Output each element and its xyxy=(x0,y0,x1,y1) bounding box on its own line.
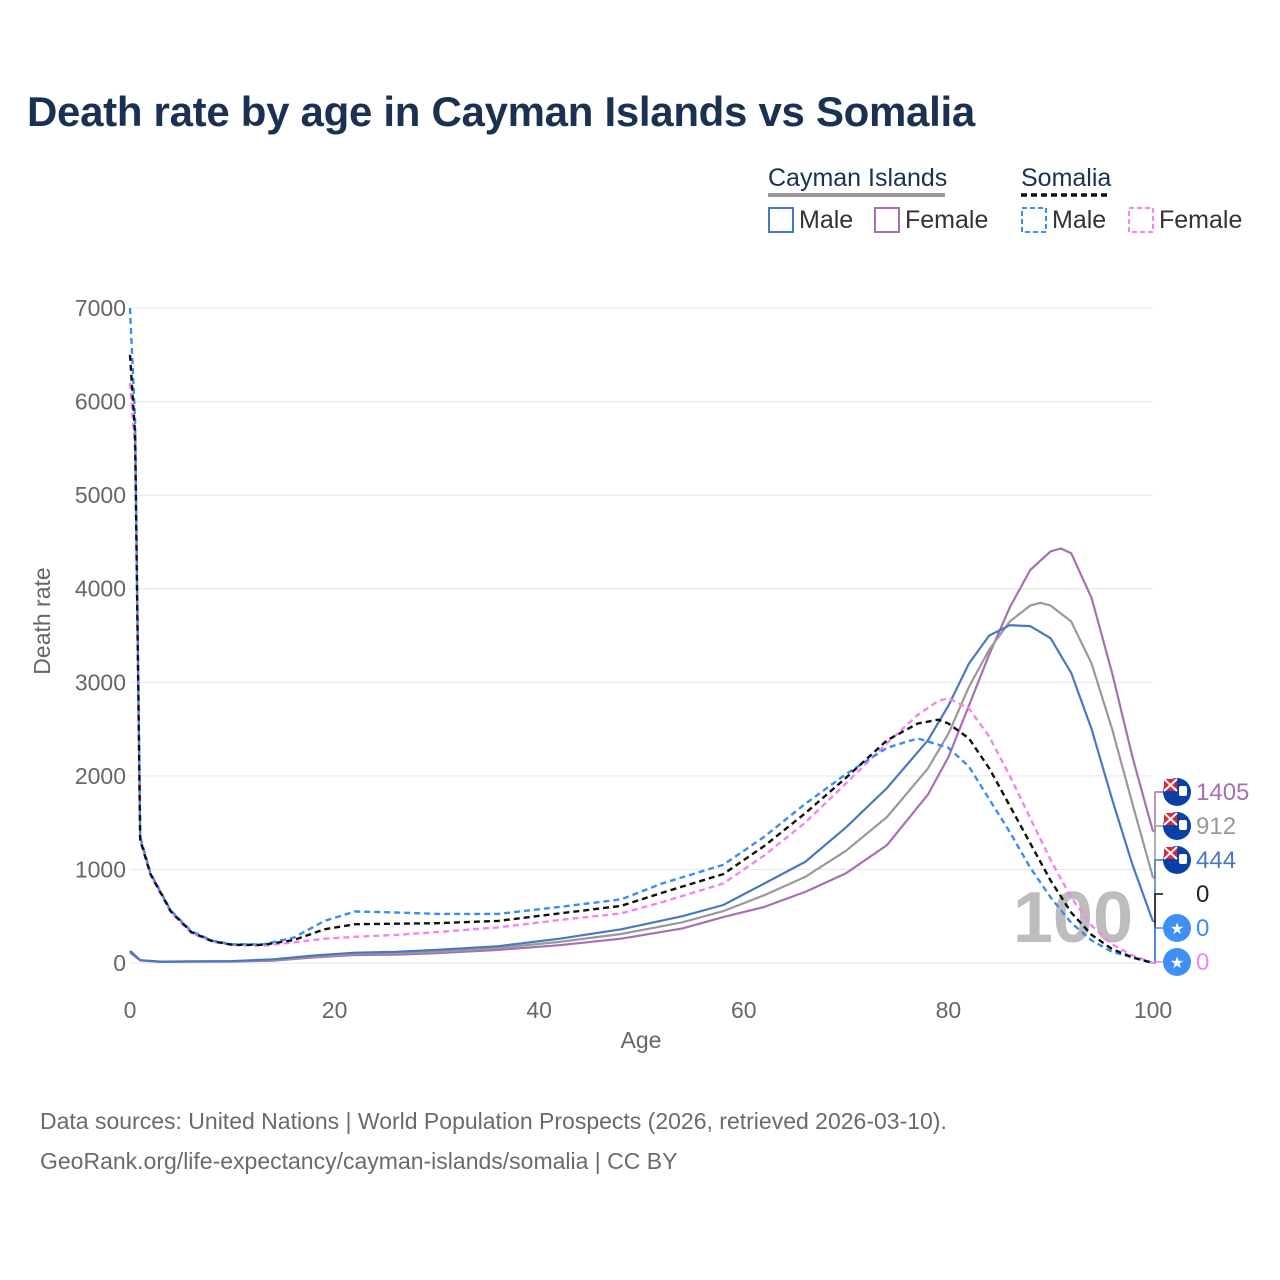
legend-group-cayman-title: Cayman Islands xyxy=(768,164,947,192)
x-tick-label: 0 xyxy=(124,997,137,1023)
y-axis-title: Death rate xyxy=(29,567,55,674)
legend-cayman-male-label[interactable]: Male xyxy=(799,206,853,234)
y-tick-label: 5000 xyxy=(75,482,126,508)
grid xyxy=(130,307,1153,964)
end-label-connector xyxy=(1153,791,1163,833)
legend-cayman-male-swatch[interactable] xyxy=(768,207,794,233)
x-tick-label: 100 xyxy=(1134,997,1172,1023)
end-label-somalia-male: 0 xyxy=(1196,915,1209,942)
y-tick-label: 4000 xyxy=(75,576,126,602)
y-tick-label: 1000 xyxy=(75,856,126,882)
end-labels: 1405 912 444 0 ★ 0 ★ 0 xyxy=(1153,778,1249,976)
cayman-flag-icon xyxy=(1163,846,1191,874)
legend-cayman-female-swatch[interactable] xyxy=(874,207,900,233)
legend-somalia-male-label[interactable]: Male xyxy=(1052,206,1106,234)
end-label-connector xyxy=(1153,927,1163,964)
end-label-somalia-female: 0 xyxy=(1196,949,1209,976)
x-axis-title: Age xyxy=(621,1027,662,1053)
svg-text:★: ★ xyxy=(1170,921,1184,938)
x-tick-label: 40 xyxy=(526,997,552,1023)
legend-somalia-female-label[interactable]: Female xyxy=(1159,206,1242,234)
x-tick-label: 80 xyxy=(936,997,962,1023)
series-line-cayman-islands-female[interactable] xyxy=(129,547,1155,963)
y-tick-label: 0 xyxy=(113,950,126,976)
somalia-flag-icon: ★ xyxy=(1163,948,1191,976)
legend-somalia-male-swatch[interactable] xyxy=(1021,207,1047,233)
series-line-somalia-female[interactable] xyxy=(128,382,1154,965)
y-tick-label: 3000 xyxy=(75,669,126,695)
footer-sources: Data sources: United Nations | World Pop… xyxy=(40,1108,947,1134)
y-tick-label: 7000 xyxy=(75,295,126,321)
series-line-cayman-islands-male[interactable] xyxy=(129,624,1155,963)
cayman-flag-icon xyxy=(1163,812,1191,840)
series-line-somalia-total[interactable] xyxy=(128,354,1154,965)
legend-somalia-female-swatch[interactable] xyxy=(1128,207,1154,233)
y-tick-label: 2000 xyxy=(75,763,126,789)
footer-link[interactable]: GeoRank.org/life-expectancy/cayman-islan… xyxy=(40,1148,678,1174)
y-axis: 0 1000 2000 3000 4000 5000 6000 7000 xyxy=(75,295,126,976)
y-tick-label: 6000 xyxy=(75,389,126,415)
x-tick-label: 20 xyxy=(322,997,348,1023)
chart-title: Death rate by age in Cayman Islands vs S… xyxy=(27,88,975,135)
somalia-flag-icon: ★ xyxy=(1163,914,1191,942)
end-label-connector xyxy=(1153,859,1163,923)
end-label-connector xyxy=(1153,961,1163,964)
series-line-somalia-male[interactable] xyxy=(128,307,1154,965)
legend-group-somalia-title: Somalia xyxy=(1021,164,1111,192)
plot-lines xyxy=(128,307,1155,965)
x-axis: 0 20 40 60 80 100 xyxy=(124,997,1173,1023)
legend-cayman-female-label[interactable]: Female xyxy=(905,206,988,234)
end-label-connector xyxy=(1153,825,1163,879)
end-label-cayman-islands-female: 1405 xyxy=(1196,779,1249,806)
end-label-cayman-islands-male: 444 xyxy=(1196,847,1236,874)
cayman-flag-icon xyxy=(1163,778,1191,806)
svg-text:★: ★ xyxy=(1170,955,1184,972)
end-label-somalia-total: 0 xyxy=(1196,881,1209,908)
legend: Cayman Islands Somalia Male Female Male … xyxy=(768,164,1242,234)
end-label-cayman-islands-total: 912 xyxy=(1196,813,1236,840)
x-tick-label: 60 xyxy=(731,997,757,1023)
